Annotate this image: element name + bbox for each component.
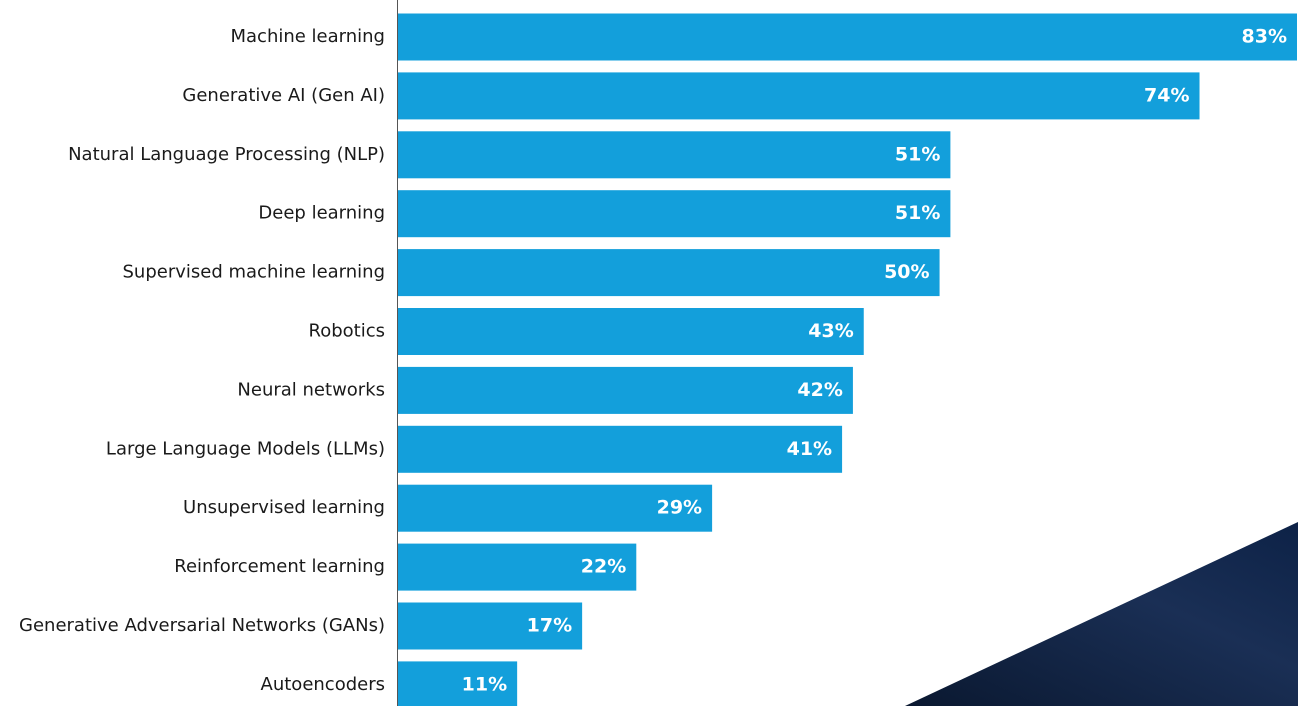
bar	[398, 661, 518, 706]
bar	[398, 543, 637, 591]
category-label: Natural Language Processing (NLP)	[68, 144, 385, 165]
bar	[398, 308, 864, 355]
category-label: Machine learning	[230, 26, 385, 47]
category-label: Robotics	[309, 321, 385, 342]
category-label: Generative Adversarial Networks (GANs)	[19, 615, 385, 636]
value-label: 11%	[462, 673, 507, 695]
category-label: Autoencoders	[261, 674, 385, 695]
category-label: Deep learning	[258, 203, 385, 224]
bar	[398, 131, 951, 179]
value-label: 50%	[884, 261, 929, 283]
decoration	[905, 522, 1298, 706]
bar	[398, 190, 951, 238]
bar	[398, 249, 940, 297]
value-label: 43%	[808, 320, 853, 342]
value-label: 83%	[1242, 26, 1287, 48]
category-label: Reinforcement learning	[174, 556, 385, 577]
value-label: 51%	[895, 143, 940, 165]
bar	[398, 13, 1297, 61]
bar	[398, 425, 843, 473]
bar	[398, 484, 713, 532]
value-label: 51%	[895, 202, 940, 224]
value-label: 29%	[657, 497, 702, 519]
category-label: Large Language Models (LLMs)	[106, 438, 385, 459]
category-label: Generative AI (Gen AI)	[182, 85, 385, 106]
category-label: Unsupervised learning	[183, 497, 385, 518]
bar	[398, 366, 853, 414]
value-label: 17%	[527, 615, 572, 637]
category-label: Neural networks	[237, 379, 385, 400]
bar	[398, 72, 1200, 120]
category-label: Supervised machine learning	[123, 262, 386, 283]
bar	[398, 602, 583, 650]
value-label: 74%	[1144, 84, 1189, 106]
value-label: 22%	[581, 556, 626, 578]
value-label: 41%	[787, 438, 832, 460]
value-label: 42%	[797, 379, 842, 401]
